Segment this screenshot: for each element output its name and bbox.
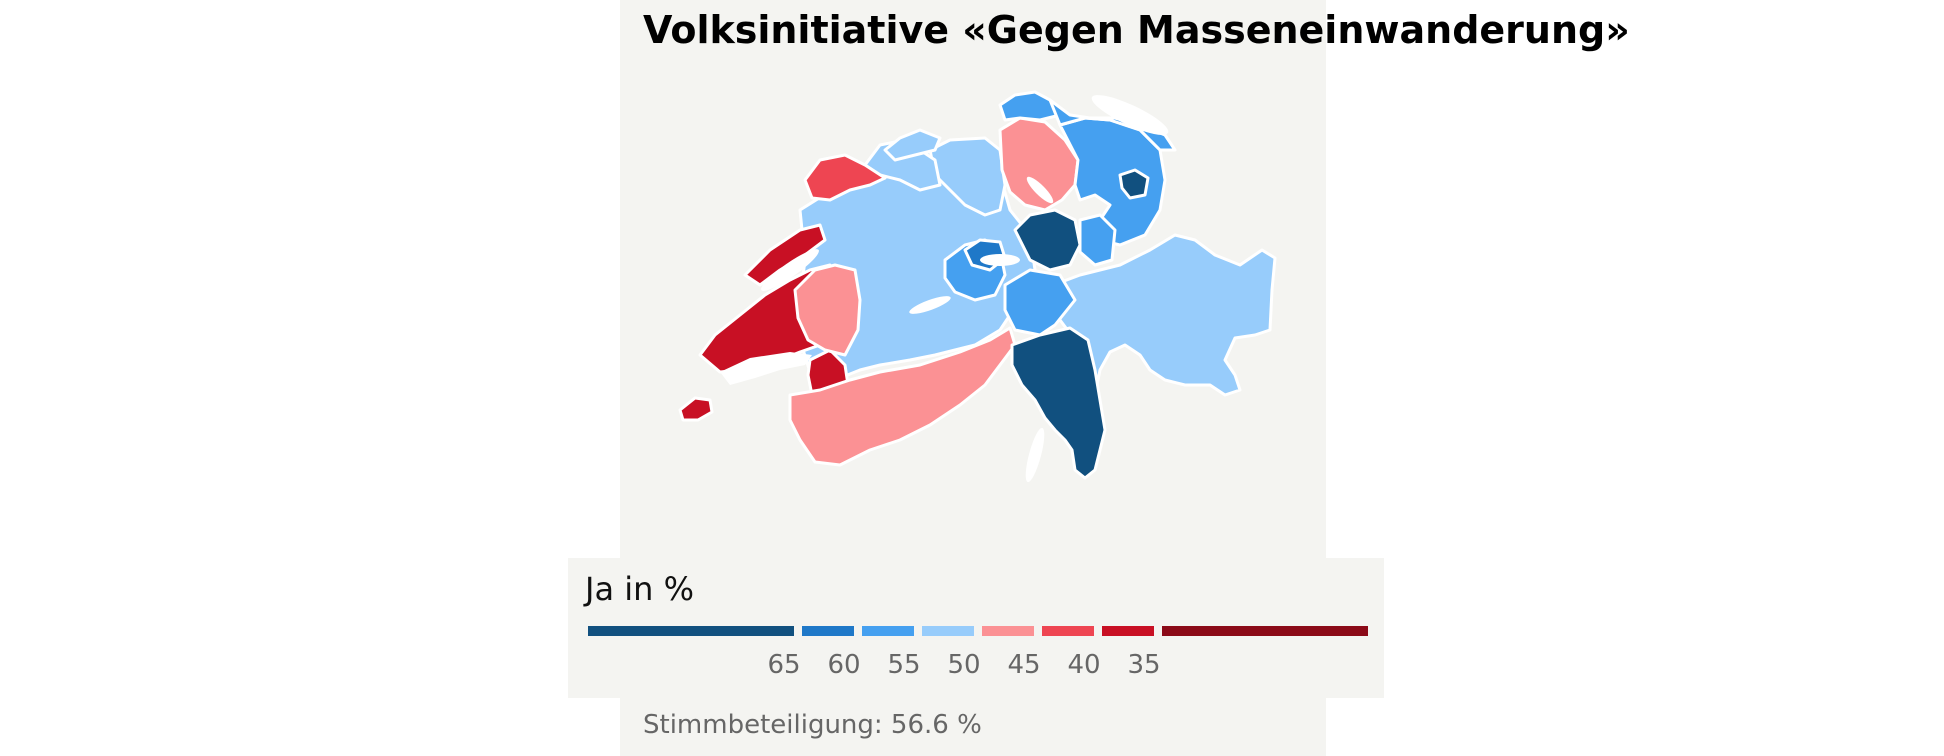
- legend-tick-40: 40: [1067, 650, 1101, 680]
- legend-tick-60: 60: [827, 650, 861, 680]
- canton-uri: [1003, 268, 1077, 337]
- legend-title: Ja in %: [585, 570, 694, 608]
- canton-fribourg: [793, 263, 862, 357]
- canton-jura: [803, 153, 887, 202]
- canton-basel: [883, 128, 942, 162]
- canton-thurgau: [1048, 98, 1177, 152]
- legend-swatch-65-plus: [588, 626, 794, 636]
- legend-swatch-below-35: [1162, 626, 1368, 636]
- canton-geneva: [678, 396, 714, 422]
- turnout-caption: Stimmbeteiligung: 56.6 %: [643, 710, 982, 740]
- legend-tick-35: 35: [1127, 650, 1161, 680]
- legend-swatch-40-45: [1042, 626, 1094, 636]
- canton-glarus: [1078, 213, 1117, 267]
- legend-tick-45: 45: [1007, 650, 1041, 680]
- map-title: Volksinitiative «Gegen Masseneinwanderun…: [643, 8, 1630, 52]
- canton-neuchatel: [743, 223, 827, 287]
- legend-swatch-45-50: [982, 626, 1034, 636]
- legend-tick-65: 65: [767, 650, 801, 680]
- legend-swatch-35-40: [1102, 626, 1154, 636]
- canton-valais: [788, 326, 1017, 467]
- legend-tick-55: 55: [887, 650, 921, 680]
- legend-swatch-55-60: [862, 626, 914, 636]
- lake-thun: [909, 296, 951, 314]
- lake-geneva: [720, 352, 812, 385]
- lake-lucerne: [980, 254, 1020, 266]
- lake-constance: [1091, 95, 1169, 135]
- legend-swatch-60-65: [802, 626, 854, 636]
- legend-tick-50: 50: [947, 650, 981, 680]
- lake-neuchatel: [761, 249, 819, 291]
- lake-maggiore: [1025, 427, 1045, 483]
- lake-zurich: [1026, 176, 1054, 204]
- legend-swatch-50-55: [922, 626, 974, 636]
- legend-color-bar: [588, 626, 1368, 636]
- canton-ticino: [1010, 326, 1107, 480]
- canton-appenzell: [1118, 168, 1150, 200]
- canton-aargau: [928, 136, 1007, 217]
